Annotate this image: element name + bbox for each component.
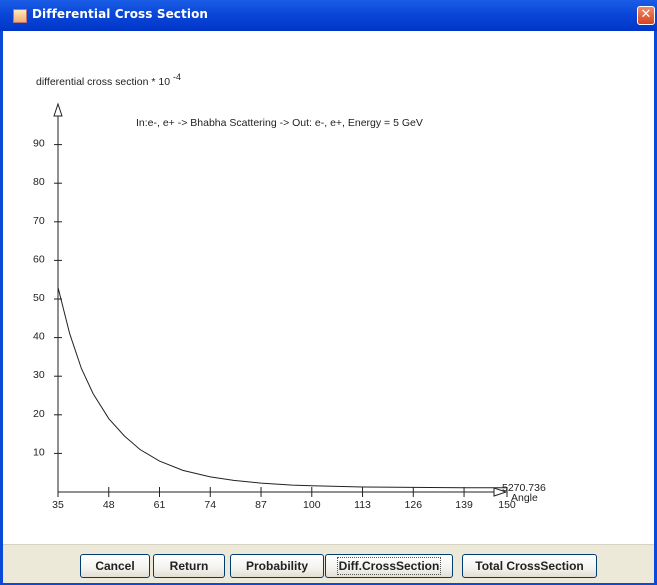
y-axis-label: differential cross section * 10 -4 bbox=[36, 72, 181, 88]
x-tick-label: 139 bbox=[455, 499, 473, 511]
cross-section-chart: differential cross section * 10 -4 In:e-… bbox=[33, 72, 546, 511]
y-axis-arrow-icon bbox=[53, 102, 63, 117]
title-bar[interactable]: Differential Cross Section ✕ bbox=[0, 0, 657, 31]
x-axis-arrow-icon bbox=[493, 487, 508, 497]
close-icon: ✕ bbox=[640, 7, 652, 22]
x-tick-label: 150 bbox=[498, 499, 516, 511]
y-tick-label: 20 bbox=[33, 408, 45, 420]
x-tick-label: 74 bbox=[204, 499, 216, 511]
close-button[interactable]: ✕ bbox=[637, 6, 655, 25]
cancel-button[interactable]: Cancel bbox=[80, 554, 150, 578]
cancel-button-label: Cancel bbox=[95, 559, 135, 573]
cross-section-curve bbox=[57, 287, 507, 489]
y-tick-label: 10 bbox=[33, 446, 45, 458]
return-button-label: Return bbox=[169, 559, 209, 573]
y-axis-label-text: differential cross section * 10 bbox=[36, 76, 170, 88]
plot-panel: differential cross section * 10 -4 In:e-… bbox=[3, 31, 654, 544]
x-tick-label: 113 bbox=[354, 499, 371, 511]
x-tick-label: 61 bbox=[154, 499, 166, 511]
y-tick-label: 70 bbox=[33, 215, 45, 227]
x-tick-label: 87 bbox=[255, 499, 267, 511]
x-tick-label: 35 bbox=[52, 499, 64, 511]
probability-button-label: Probability bbox=[245, 559, 308, 573]
x-axis-label: Angle bbox=[511, 492, 538, 504]
y-tick-label: 90 bbox=[33, 138, 45, 150]
total-cross-section-button-label: Total CrossSection bbox=[475, 559, 584, 573]
total-cross-section-button[interactable]: Total CrossSection bbox=[462, 554, 597, 578]
y-tick-label: 60 bbox=[33, 253, 45, 265]
java-app-icon bbox=[13, 9, 27, 23]
y-axis-label-exponent: -4 bbox=[173, 72, 181, 82]
return-button[interactable]: Return bbox=[153, 554, 225, 578]
x-tick-label: 100 bbox=[303, 499, 321, 511]
button-bar: Cancel Return Probability Diff.CrossSect… bbox=[3, 544, 654, 583]
y-tick-label: 40 bbox=[33, 331, 45, 343]
x-axis-end-value: 5270.736 bbox=[502, 482, 546, 494]
window-title: Differential Cross Section bbox=[32, 7, 209, 21]
y-tick-label: 80 bbox=[33, 176, 45, 188]
probability-button[interactable]: Probability bbox=[230, 554, 324, 578]
y-tick-label: 30 bbox=[33, 369, 45, 381]
x-tick-label: 126 bbox=[405, 499, 423, 511]
diff-cross-section-button-label: Diff.CrossSection bbox=[336, 557, 442, 575]
plot-annotation: In:e-, e+ -> Bhabha Scattering -> Out: e… bbox=[136, 117, 423, 129]
y-tick-label: 50 bbox=[33, 292, 45, 304]
diff-cross-section-button[interactable]: Diff.CrossSection bbox=[325, 554, 453, 578]
x-tick-label: 48 bbox=[103, 499, 115, 511]
